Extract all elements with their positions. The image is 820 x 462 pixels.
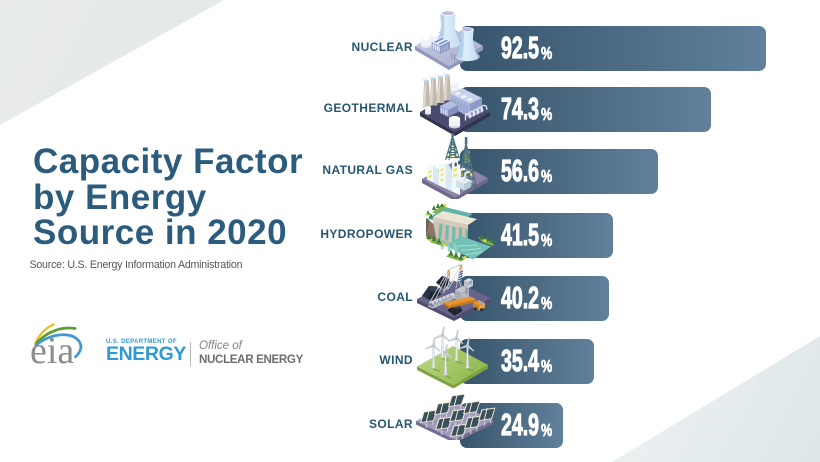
svg-text:eia: eia: [30, 330, 74, 370]
